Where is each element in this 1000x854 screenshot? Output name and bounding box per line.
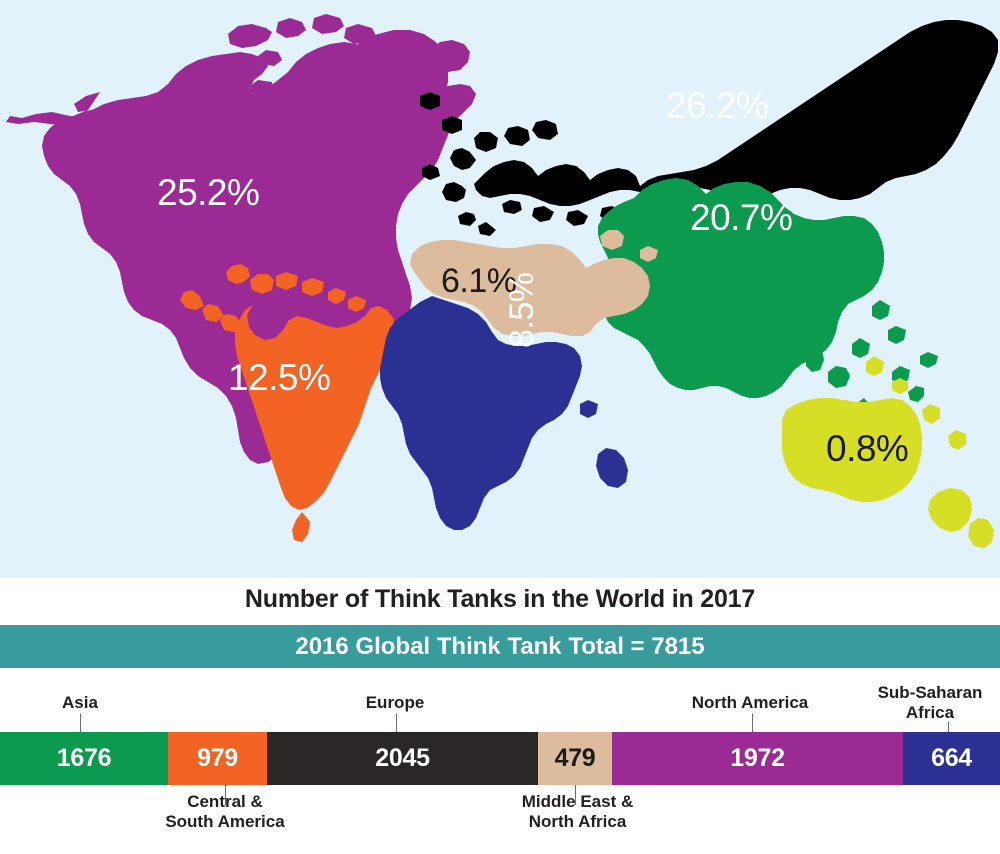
- leader-line-asia: [80, 714, 81, 734]
- page-title: Number of Think Tanks in the World in 20…: [244, 585, 756, 613]
- bar-label-north-america: North America: [691, 693, 809, 712]
- leader-line-middle-east-north-africa: [575, 785, 576, 805]
- bar-label-middle-east-north-africa: Middle East & North Africa: [521, 792, 634, 831]
- bar-segment-north-america[interactable]: 1972: [612, 732, 903, 785]
- bar-value-north-america: 1972: [730, 744, 785, 772]
- map-region-greenland: [346, 30, 448, 144]
- bar-label-sub-saharan-africa: Sub-Saharan Africa: [877, 683, 983, 722]
- leader-line-sub-saharan-africa: [948, 722, 949, 734]
- world-map-panel: 25.2% 26.2% 20.7% 6.1% 8.5% 12.5% 0.8%: [0, 0, 1000, 578]
- bar-value-middle-east-north-africa: 479: [554, 744, 596, 772]
- bar-label-europe: Europe: [365, 693, 425, 712]
- bar-segment-europe[interactable]: 2045: [267, 732, 538, 785]
- global-total-text: 2016 Global Think Tank Total = 7815: [295, 632, 705, 660]
- bar-label-asia: Asia: [62, 693, 98, 712]
- leader-line-central-south-america: [225, 785, 226, 805]
- bar-value-central-south-america: 979: [197, 744, 238, 772]
- leader-line-europe: [396, 714, 397, 734]
- stacked-bar-chart: 1676 979 2045 479 1972 664: [0, 732, 1000, 785]
- map-region-sub-saharan-africa: [380, 296, 628, 530]
- bar-value-sub-saharan-africa: 664: [931, 744, 972, 772]
- bar-label-central-south-america: Central & South America: [165, 792, 285, 831]
- bar-segment-central-south-america[interactable]: 979: [168, 732, 267, 785]
- bar-segment-asia[interactable]: 1676: [0, 732, 168, 785]
- bar-segment-middle-east-north-africa[interactable]: 479: [538, 732, 612, 785]
- leader-line-north-america: [752, 714, 753, 734]
- map-region-asia: [598, 178, 938, 414]
- map-region-central-south-america: [180, 264, 395, 542]
- bar-value-europe: 2045: [375, 744, 430, 772]
- map-region-oceania: [782, 356, 994, 548]
- map-region-middle-east-north-africa: [410, 230, 658, 336]
- bar-value-asia: 1676: [56, 744, 112, 772]
- bar-segment-sub-saharan-africa[interactable]: 664: [903, 732, 1000, 785]
- world-map-graphic: [6, 14, 998, 548]
- global-total-banner: 2016 Global Think Tank Total = 7815: [0, 625, 1000, 668]
